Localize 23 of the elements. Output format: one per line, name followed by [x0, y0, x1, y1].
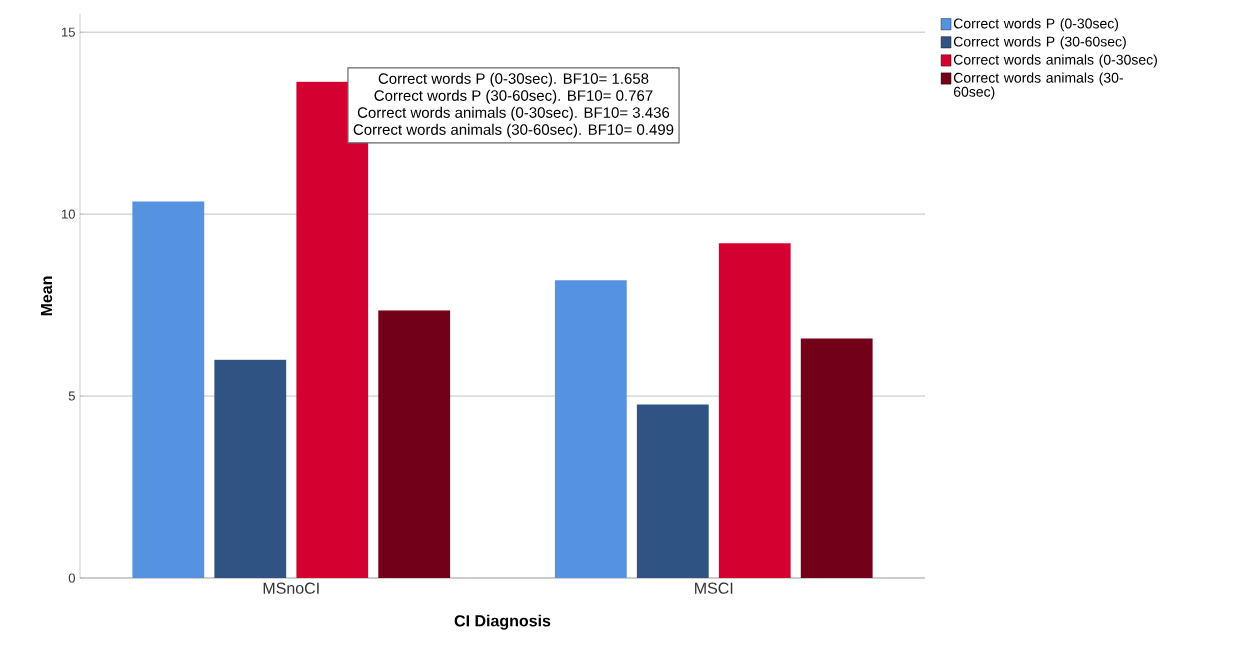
x-tick-label: MSCI — [695, 582, 733, 594]
y-axis-title: Mean — [40, 276, 53, 316]
y-tick-label: 10 — [62, 209, 75, 219]
legend-label: Correct words P (30-60sec) — [953, 36, 1126, 50]
y-tick-label: 0 — [68, 573, 75, 583]
bar — [636, 404, 709, 578]
x-tick-label: MSnoCI — [263, 582, 319, 594]
x-axis-title: CI Diagnosis — [454, 614, 551, 630]
annotation: Correct words animals (0-30sec). BF10= 3.436 — [357, 106, 670, 121]
legend-label: Correct words animals (0-30sec) — [953, 54, 1157, 68]
legend-label: Correct words animals (30-60sec) — [953, 72, 1123, 100]
bar — [718, 243, 791, 578]
y-tick-label: 15 — [62, 27, 75, 37]
bar — [554, 280, 627, 578]
bar — [378, 310, 451, 578]
annotation: Correct words P (0-30sec). BF10= 1.658 — [378, 72, 649, 87]
annotation: Correct words P (30-60sec). BF10= 0.767 — [374, 89, 653, 104]
legend-label: Correct words P (0-30sec) — [953, 18, 1119, 32]
y-tick-label: 5 — [68, 391, 75, 401]
bar — [800, 338, 873, 578]
bar — [132, 201, 205, 578]
annotation: Correct words animals (30-60sec). BF10= 0.499 — [353, 123, 674, 138]
bar — [214, 359, 287, 578]
